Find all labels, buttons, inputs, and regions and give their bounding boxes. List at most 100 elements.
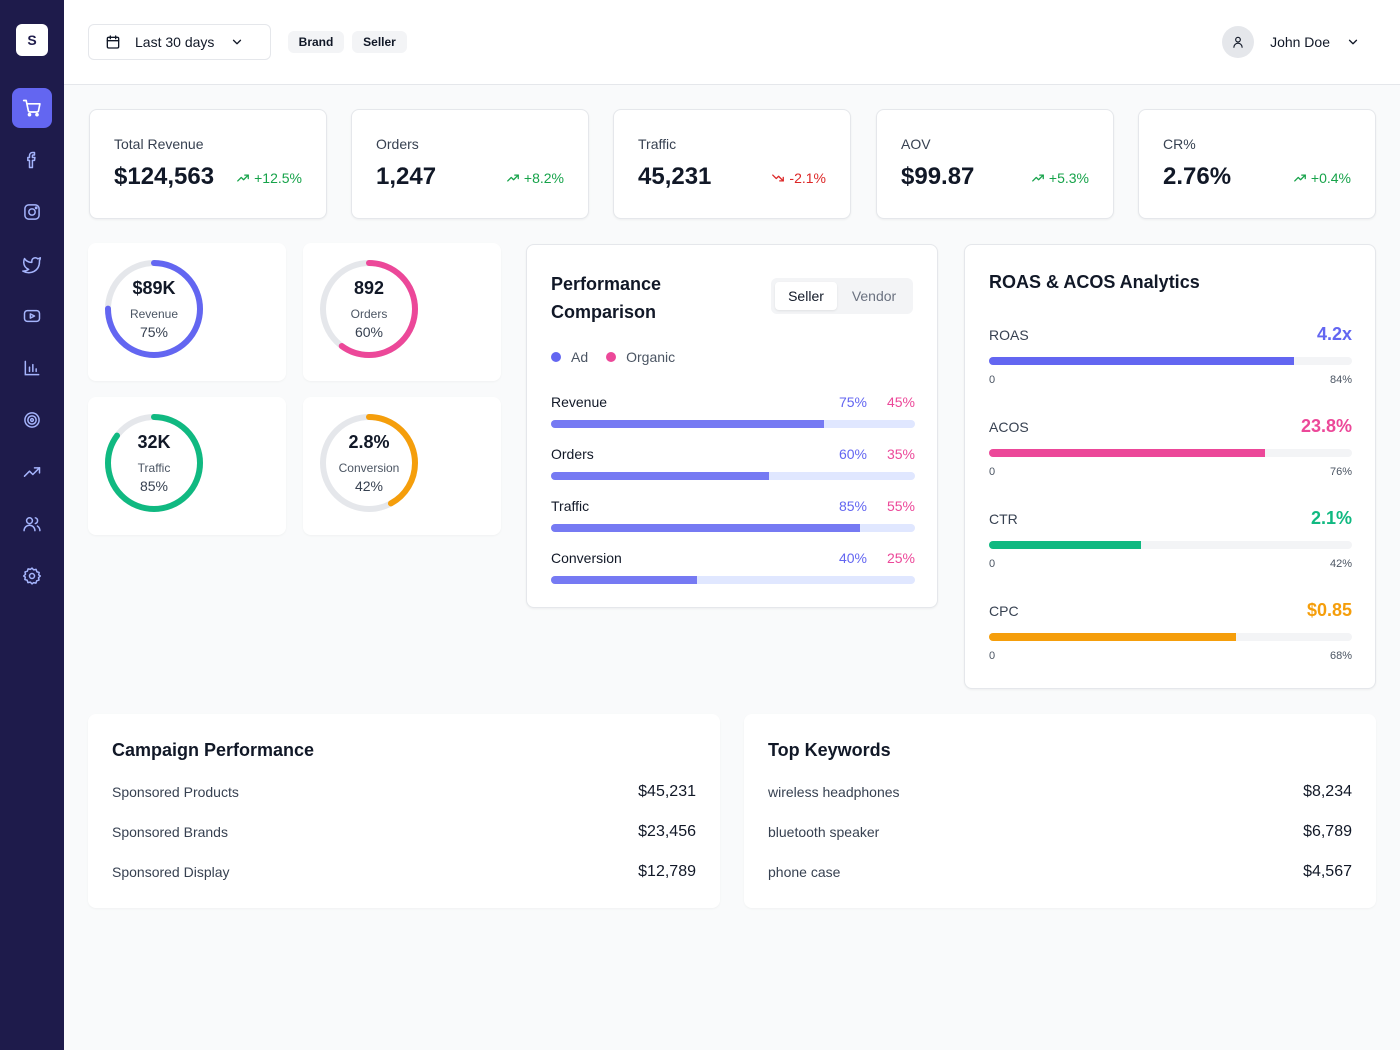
perf-row-traffic: Traffic 85% 55% [551, 498, 915, 534]
metric-value: $0.85 [1306, 600, 1352, 620]
kpi-card-orders: Orders 1,247 +8.2% [351, 109, 589, 219]
ring-value: $89K [132, 278, 176, 298]
trend-up-icon [237, 174, 250, 182]
legend-dot [606, 352, 617, 362]
item-value: $12,789 [638, 863, 696, 880]
date-range-dropdown[interactable]: Last 30 days [88, 24, 271, 60]
performance-comparison-card: Performance Comparison Seller Vendor Ad … [526, 244, 938, 608]
youtube-icon [23, 309, 41, 323]
kpi-label: Total Revenue [114, 136, 204, 152]
progress-fill [989, 541, 1142, 549]
progress-track [989, 357, 1352, 365]
nav-users[interactable] [12, 504, 52, 544]
kpi-value: 1,247 [376, 163, 437, 190]
progress-fill [989, 449, 1265, 457]
ring-card-conversion: 2.8% Conversion 42% [303, 397, 501, 535]
bar-chart-icon [24, 360, 40, 376]
legend: Ad Organic [551, 349, 693, 365]
metric-value: 4.2x [1316, 324, 1352, 344]
kpi-delta-text: +5.3% [1048, 170, 1089, 186]
app-logo[interactable]: S [16, 24, 48, 56]
organic-value: 55% [886, 498, 915, 514]
legend-item-organic: Organic [606, 349, 675, 365]
legend-label: Organic [626, 349, 676, 365]
kpi-value: $99.87 [901, 163, 975, 190]
ring-arc [320, 414, 418, 512]
progress-fill [551, 524, 861, 532]
ring-arc [105, 414, 203, 512]
progress-fill [551, 472, 770, 480]
user-name: John Doe [1270, 34, 1330, 50]
metric-label: ROAS [989, 327, 1029, 343]
nav-youtube[interactable] [12, 296, 52, 336]
organic-value: 45% [886, 394, 915, 410]
kpi-value: $124,563 [114, 163, 215, 190]
kpi-value: 45,231 [638, 163, 712, 190]
card-title: Performance Comparison [551, 274, 662, 322]
progress-ring: 892 Orders 60% [319, 259, 419, 359]
trend-down-icon [772, 174, 785, 182]
scale-max: 68% [1329, 650, 1352, 662]
kpi-delta: -2.1% [771, 170, 826, 186]
toggle-seller[interactable]: Seller [775, 282, 837, 310]
progress-track [989, 449, 1352, 457]
progress-ring: 32K Traffic 85% [104, 413, 204, 513]
kpi-delta-text: +12.5% [254, 170, 302, 186]
metric-label: CTR [989, 511, 1018, 527]
item-value: $4,567 [1303, 863, 1352, 880]
row-label: Traffic [551, 498, 590, 514]
kpi-label: Orders [376, 136, 419, 152]
brand-pill[interactable]: Brand [288, 31, 344, 53]
scale-min: 0 [989, 466, 996, 478]
card-title: Campaign Performance [112, 740, 315, 760]
ring-value: 892 [353, 278, 385, 298]
trend-up-icon [1032, 174, 1044, 182]
kpi-card-cr: CR% 2.76% +0.4% [1138, 109, 1376, 219]
users-icon [23, 517, 41, 532]
toggle-vendor[interactable]: Vendor [851, 288, 897, 304]
metric-label: CPC [989, 603, 1019, 619]
progress-track [989, 633, 1352, 641]
progress-fill [989, 357, 1294, 365]
row-label: Revenue [551, 394, 608, 410]
nav-settings[interactable] [12, 556, 52, 596]
card-title: ROAS & ACOS Analytics [989, 272, 1200, 292]
nav-instagram[interactable] [12, 192, 52, 232]
item-value: $45,231 [638, 783, 696, 800]
nav-trends[interactable] [12, 452, 52, 492]
list-item: Sponsored Products $45,231 [112, 783, 696, 804]
legend-dot [551, 352, 561, 362]
trending-up-icon [23, 467, 41, 477]
scale-max: 84% [1329, 374, 1352, 386]
perf-row-revenue: Revenue 75% 45% [551, 394, 915, 430]
kpi-delta-text: +8.2% [523, 170, 564, 186]
kpi-delta: +8.2% [506, 170, 564, 186]
scale-min: 0 [989, 374, 996, 386]
nav-facebook[interactable] [12, 140, 52, 180]
legend-label: Ad [571, 349, 589, 365]
user-menu[interactable]: John Doe [1222, 26, 1360, 58]
ring-arc [320, 260, 418, 358]
metric-acos: ACOS 23.8% 0 76% [989, 416, 1352, 479]
item-label: Sponsored Display [112, 864, 230, 880]
nav-cart[interactable] [12, 88, 52, 128]
cart-icon [22, 99, 41, 117]
ad-value: 85% [838, 498, 867, 514]
ring-card-traffic: 32K Traffic 85% [88, 397, 286, 535]
nav-targeting[interactable] [12, 400, 52, 440]
date-range-label: Last 30 days [135, 34, 215, 50]
roas-acos-card: ROAS & ACOS Analytics ROAS 4.2x 0 84% AC… [964, 244, 1376, 689]
nav-analytics[interactable] [12, 348, 52, 388]
item-value: $8,234 [1303, 783, 1352, 800]
list-item: Sponsored Brands $23,456 [112, 823, 696, 844]
trend-up-icon [507, 174, 519, 182]
item-label: phone case [768, 864, 841, 880]
perf-row-conversion: Conversion 40% 25% [551, 550, 915, 586]
ring-percent: 85% [139, 478, 169, 494]
nav-twitter[interactable] [12, 244, 52, 284]
metric-label: ACOS [989, 419, 1029, 435]
progress-fill [989, 633, 1236, 641]
seller-pill[interactable]: Seller [352, 31, 407, 53]
kpi-label: AOV [901, 136, 931, 152]
ring-percent: 75% [139, 324, 169, 340]
